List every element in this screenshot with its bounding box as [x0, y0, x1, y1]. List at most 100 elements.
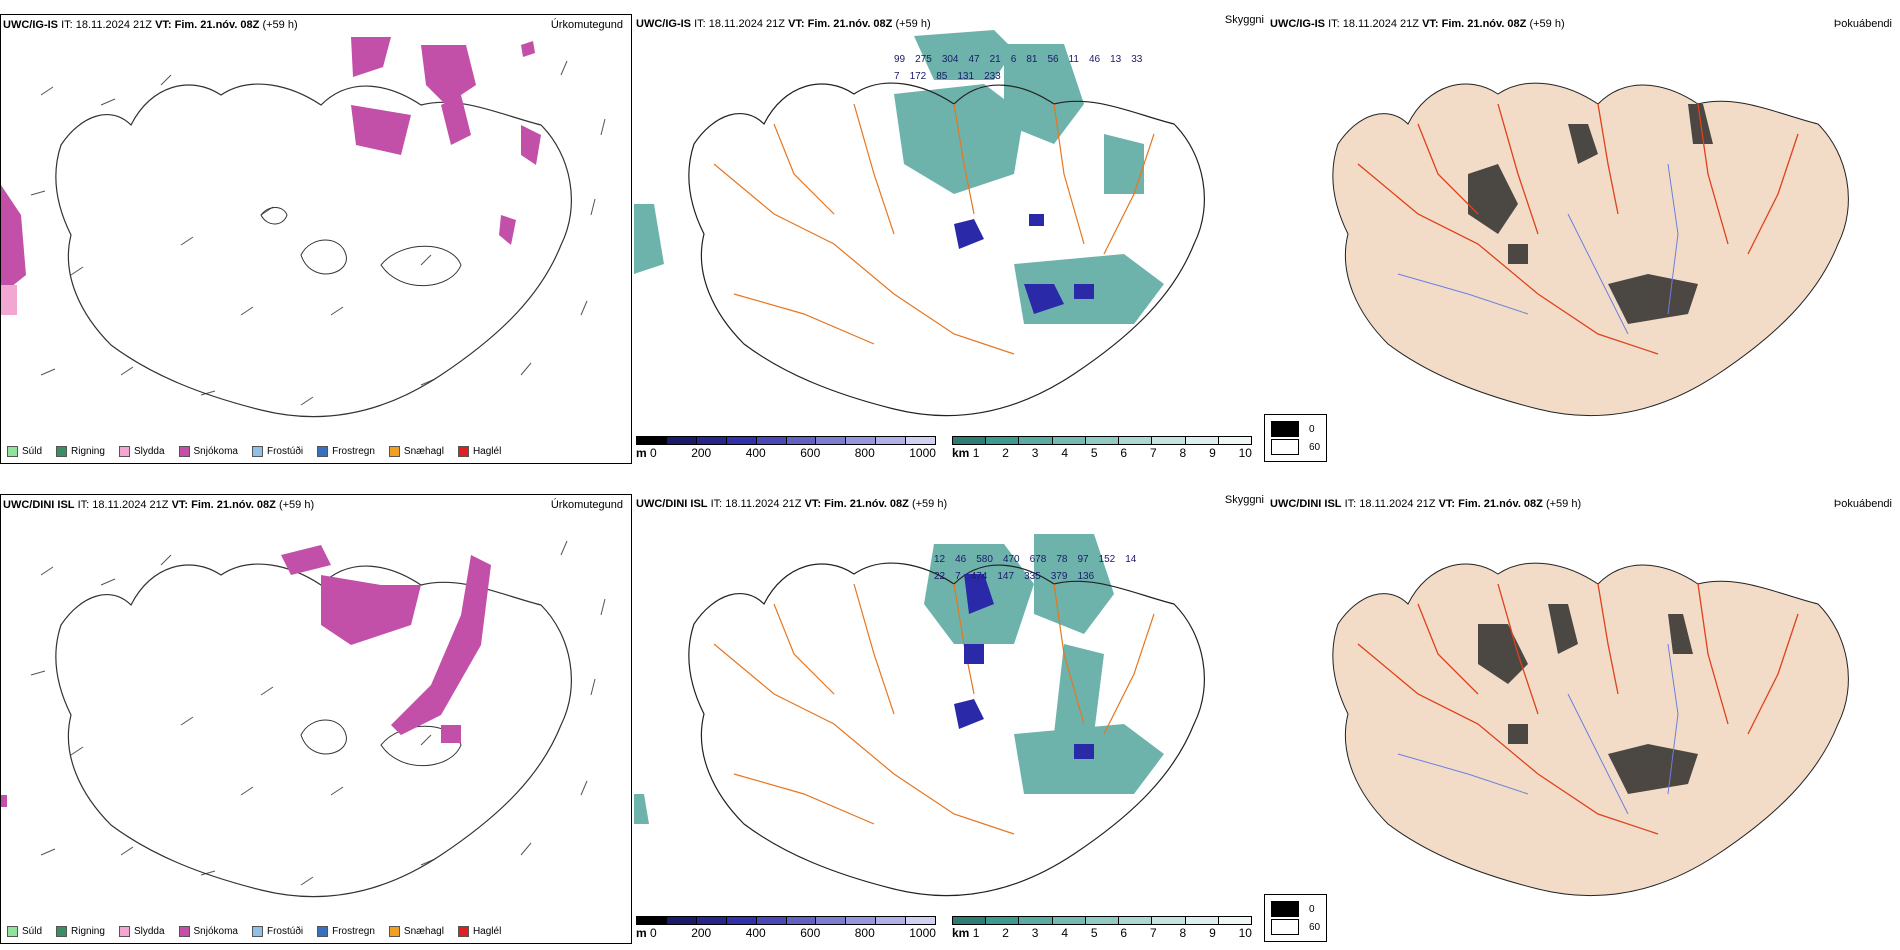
- legend-swatch: [118, 926, 130, 937]
- panel-title: Skyggni: [1224, 494, 1264, 506]
- road-network: [1357, 583, 1799, 835]
- visibility-cells: [952, 436, 1252, 445]
- color-cell: [1152, 437, 1186, 444]
- iceland-land: [1332, 82, 1849, 417]
- panel-title: Skyggni: [1224, 14, 1264, 26]
- cloud-map: [634, 30, 1205, 417]
- color-cell: [1019, 437, 1053, 444]
- color-cell: [876, 437, 907, 444]
- color-cell: [906, 917, 936, 924]
- color-cell: [1052, 917, 1086, 924]
- legend-item: Frostregn: [317, 926, 375, 937]
- cloud-visibility-panel-bottom: UWC/DINI ISL IT: 18.11.2024 21Z VT: Fim.…: [634, 494, 1270, 944]
- panel-title: Þokuábendi: [1833, 18, 1892, 30]
- fog-dark-areas: [1468, 104, 1713, 324]
- ceiling-colorbar: m 0 200 400 600 800 1000: [636, 436, 936, 460]
- legend-item: Frostúði: [251, 926, 303, 937]
- panel-title: Þokuábendi: [1833, 498, 1892, 510]
- color-cell: [666, 917, 697, 924]
- snow-areas: [1, 545, 491, 807]
- color-cell: [953, 917, 987, 924]
- legend-item: Haglél: [457, 926, 501, 937]
- glacier-outlines: [260, 207, 462, 287]
- color-cell: [986, 917, 1020, 924]
- color-cell: [846, 437, 877, 444]
- color-cell: [756, 437, 787, 444]
- color-cell: [1185, 917, 1219, 924]
- cloud-map: [634, 534, 1205, 897]
- road-network: [713, 103, 1155, 355]
- color-cell: [1152, 917, 1186, 924]
- ceiling-cells: [636, 916, 936, 925]
- snow-areas: [1, 37, 541, 295]
- road-network: [1357, 103, 1799, 355]
- legend-item: Snæhagl: [388, 446, 444, 457]
- visibility-colorbar: km 1 2 3 4 5 6 7 8 9 10: [952, 916, 1252, 940]
- fog-panel-top: UWC/IG-IS IT: 18.11.2024 21Z VT: Fim. 21…: [1268, 14, 1900, 464]
- color-cell: [816, 917, 847, 924]
- river-network: [1397, 643, 1679, 815]
- fog-legend-item: 0: [1271, 421, 1320, 437]
- panel-header: UWC/IG-IS IT: 18.11.2024 21Z VT: Fim. 21…: [636, 18, 931, 30]
- color-cell: [726, 917, 757, 924]
- fog-panel-bottom: UWC/DINI ISL IT: 18.11.2024 21Z VT: Fim.…: [1268, 494, 1900, 944]
- ceiling-cells: [636, 436, 936, 445]
- cloud-numbers-top: 99 275 304 47 21 6 81 56 11 46 13 33 7 172 85 131 233: [894, 54, 1143, 82]
- ceiling-ticks: m 0 200 400 600 800 1000: [636, 446, 936, 460]
- color-cell: [786, 437, 817, 444]
- fog-swatch: [1271, 439, 1299, 455]
- precip-type-legend: Súld Rigning Slydda Snjókoma Frostúði Fr…: [7, 926, 501, 937]
- precip-type-map: [1, 540, 606, 898]
- color-cell: [1085, 917, 1120, 924]
- color-cell: [756, 917, 787, 924]
- panel-title: Úrkomutegund: [550, 19, 623, 31]
- legend-item: Snjókoma: [178, 926, 238, 937]
- legend-swatch: [56, 446, 68, 457]
- precip-type-panel-bottom: UWC/DINI ISL IT: 18.11.2024 21Z VT: Fim.…: [0, 494, 632, 944]
- color-cell: [1052, 437, 1086, 444]
- legend-swatch: [178, 446, 190, 457]
- iceland-outline: [688, 82, 1205, 417]
- panel-header: UWC/DINI ISL IT: 18.11.2024 21Z VT: Fim.…: [3, 499, 315, 511]
- color-cell: [637, 437, 667, 444]
- panel-header: UWC/IG-IS IT: 18.11.2024 21Z VT: Fim. 21…: [3, 19, 298, 31]
- ceiling-colorbar: m 0 200 400 600 800 1000: [636, 916, 936, 940]
- color-cell: [786, 917, 817, 924]
- legend-swatch: [317, 926, 329, 937]
- iceland-outline: [55, 83, 572, 418]
- legend-swatch: [56, 926, 68, 937]
- legend-item: Súld: [7, 926, 42, 937]
- fog-map: [1332, 562, 1849, 897]
- iceland-outline: [688, 562, 1205, 897]
- legend-item: Snjókoma: [178, 446, 238, 457]
- wind-barbs: [30, 60, 606, 406]
- cloud-numbers-bottom: 12 46 580 470 678 78 97 152 14 22 7 474 147 335 379 136: [934, 554, 1137, 582]
- cloud-visibility-panel-top: UWC/IG-IS IT: 18.11.2024 21Z VT: Fim. 21…: [634, 14, 1270, 464]
- fog-legend-item: 60: [1271, 919, 1320, 935]
- legend-swatch: [7, 926, 18, 937]
- legend-item: Rigning: [56, 446, 105, 457]
- legend-item: Frostúði: [251, 446, 303, 457]
- legend-swatch: [7, 446, 18, 457]
- legend-swatch: [457, 446, 469, 457]
- color-cell: [1119, 917, 1153, 924]
- ceiling-ticks: m 0 200 400 600 800 1000: [636, 926, 936, 940]
- ceiling-areas: [954, 214, 1094, 314]
- color-cell: [1218, 437, 1251, 444]
- color-cell: [696, 437, 727, 444]
- legend-item: Slydda: [118, 926, 165, 937]
- color-cell: [846, 917, 877, 924]
- color-cell: [986, 437, 1020, 444]
- cloud-areas: [634, 30, 1164, 324]
- panel-title: Úrkomutegund: [550, 499, 623, 511]
- color-cell: [1085, 437, 1120, 444]
- panel-header: UWC/DINI ISL IT: 18.11.2024 21Z VT: Fim.…: [1270, 498, 1582, 510]
- color-cell: [953, 437, 987, 444]
- panel-header: UWC/DINI ISL IT: 18.11.2024 21Z VT: Fim.…: [636, 498, 948, 510]
- precip-type-legend: Súld Rigning Slydda Snjókoma Frostúði Fr…: [7, 446, 501, 457]
- fog-swatch: [1271, 919, 1299, 935]
- fog-swatch: [1271, 901, 1299, 917]
- glacier-outlines: [300, 719, 462, 767]
- color-cell: [1019, 917, 1053, 924]
- fog-map: [1332, 82, 1849, 417]
